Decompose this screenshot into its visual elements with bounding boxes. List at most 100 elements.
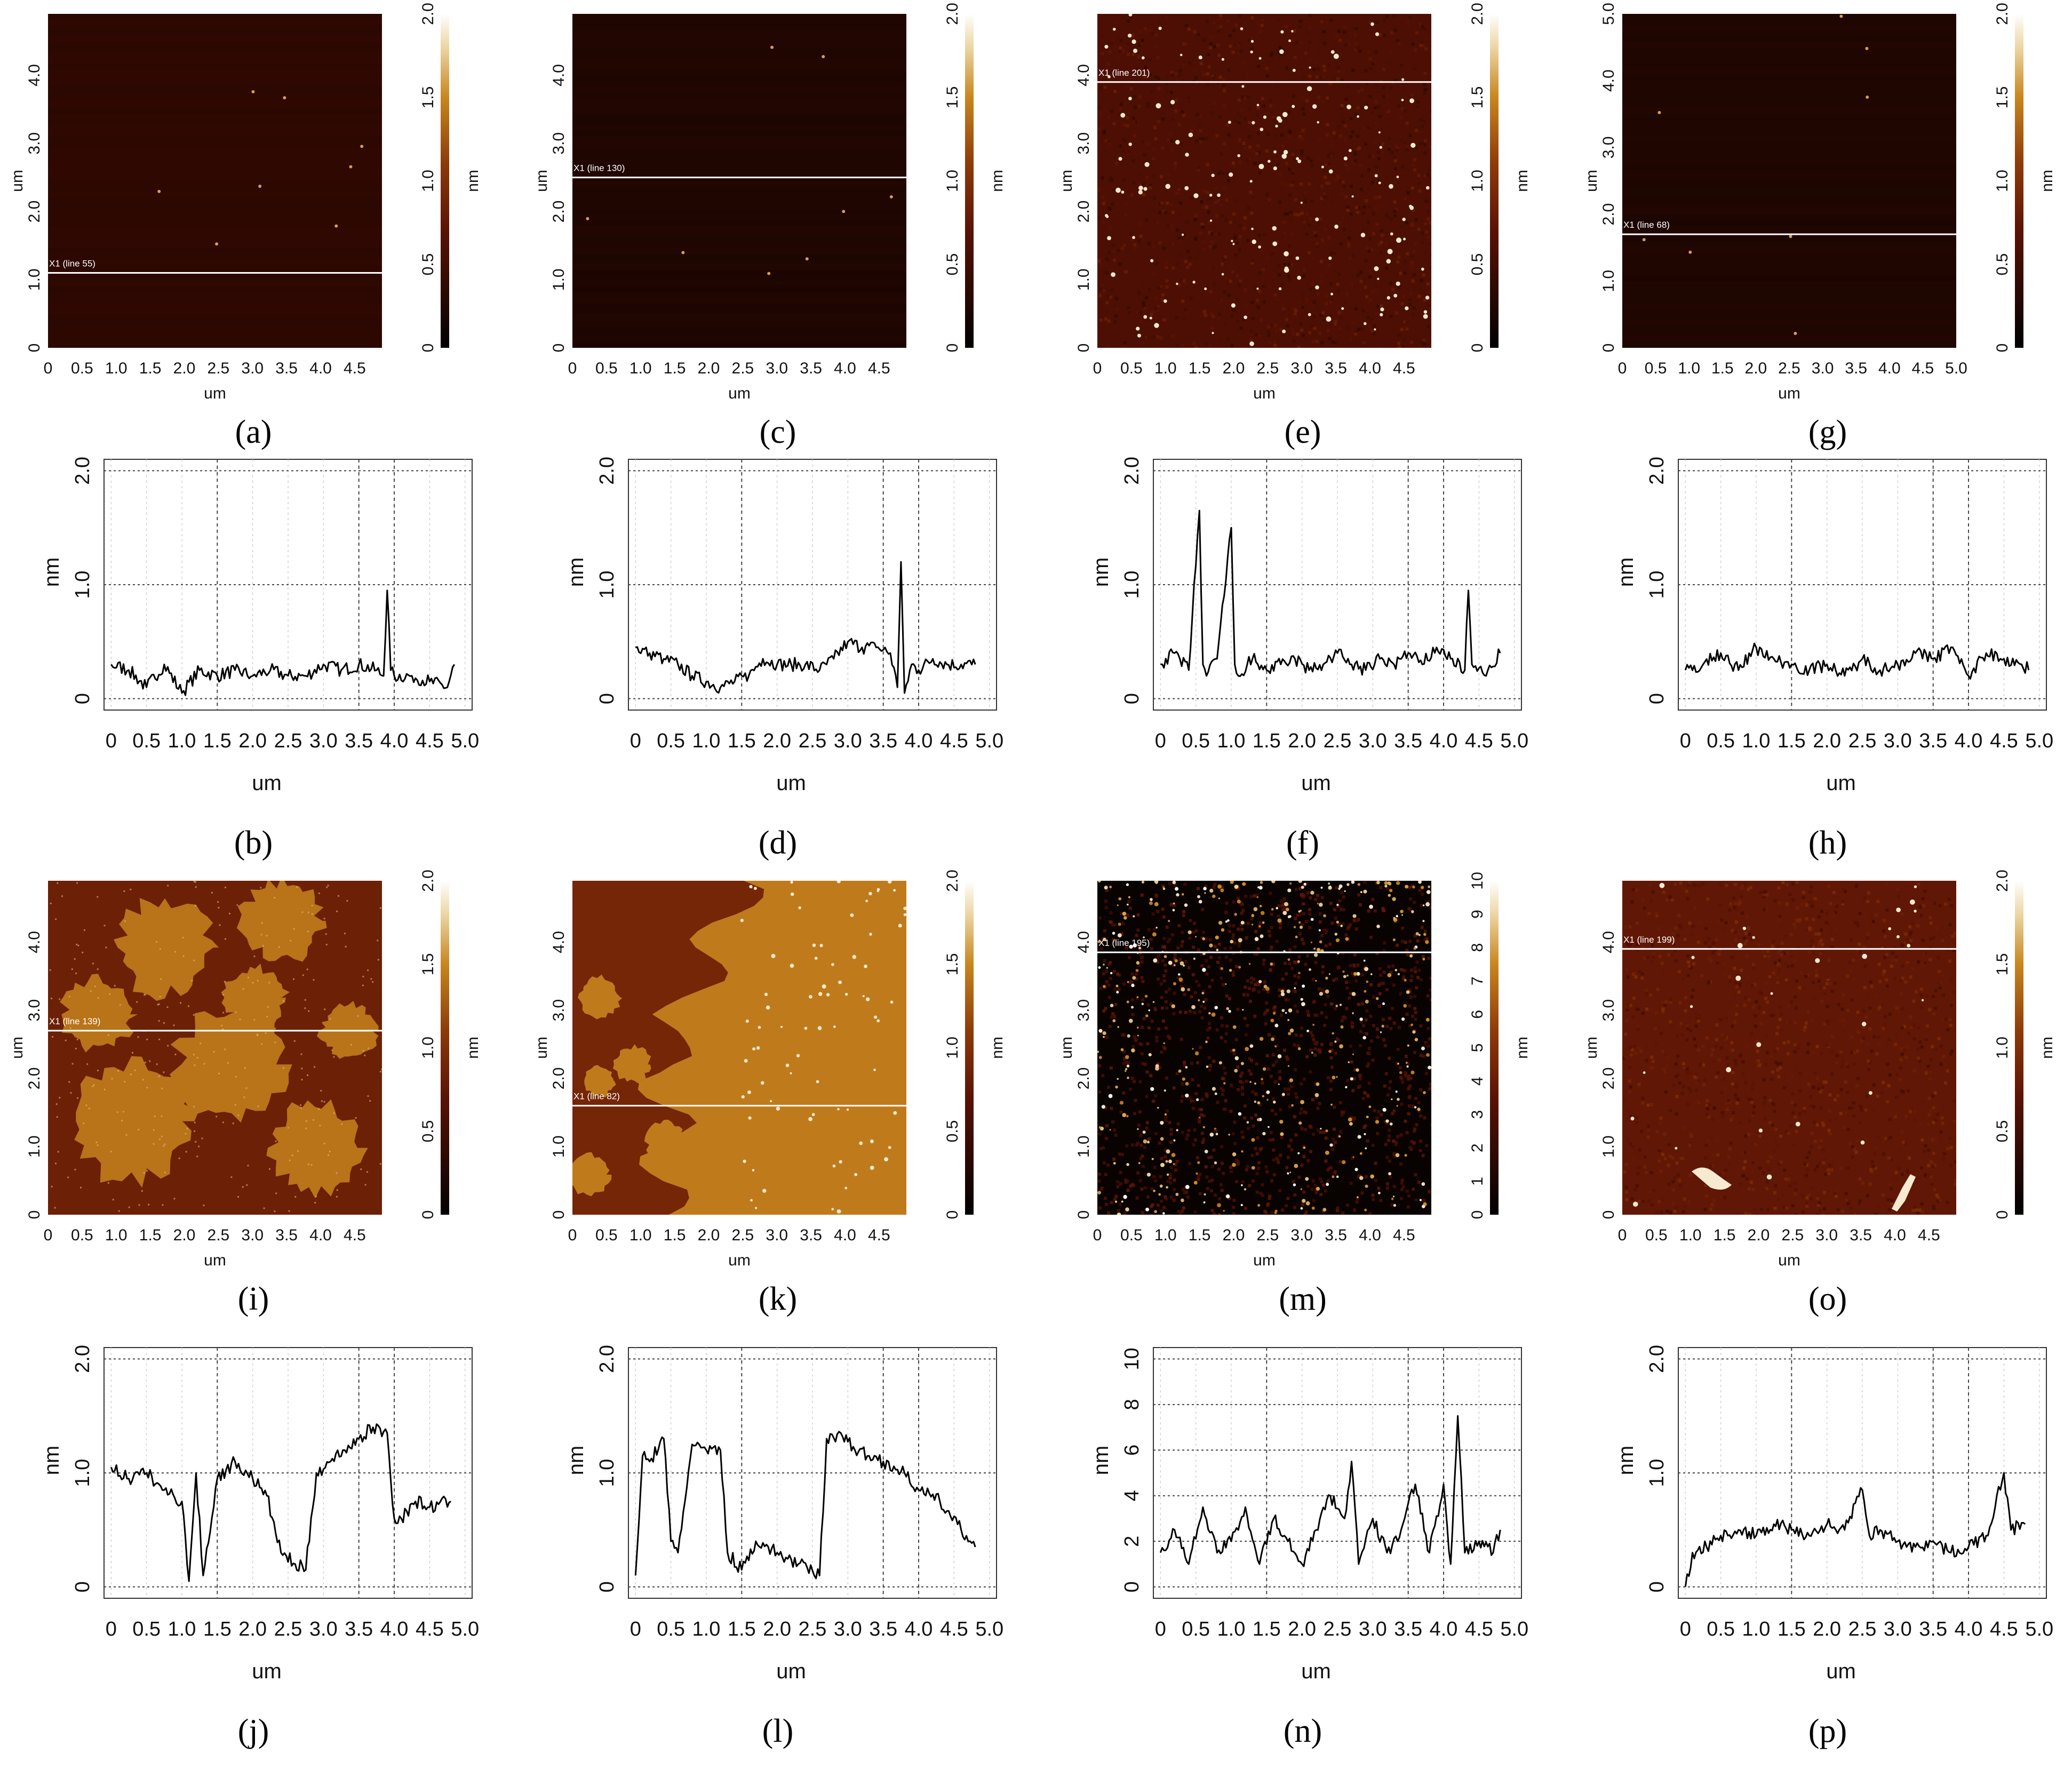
colorbar-tick-label: 0.5 [1994,253,2011,276]
y-tick-label: 0 [71,693,94,704]
y-axis-label: nm [40,1446,63,1476]
x-tick-label: 0.5 [595,1226,618,1244]
afm-texture-k [572,881,906,1215]
x-tick-label: 2.5 [1848,1618,1877,1640]
y-axis-label: um [1058,170,1075,192]
afm-image-panel-a: X1 (line 55) 0 0.5 1.0 1.5 2.0 2.5 3.0 3.5 4.0 4.5… [9,3,482,450]
x-axis-label: um [1253,385,1276,402]
y-tick-label: 1.0 [71,1459,94,1487]
colorbar-m [1490,881,1499,1215]
x-axis-label: um [1301,771,1331,795]
colorbar-tick-label: 1.0 [1994,1037,2011,1059]
y-tick-label: 2.0 [71,1345,94,1373]
x-tick-label: 4.5 [868,360,890,377]
x-tick-label: 4.0 [1359,360,1381,377]
x-tick-label: 2.5 [208,1226,230,1244]
y-axis-label: um [533,170,551,192]
x-tick-label: 2.0 [1223,360,1245,377]
colorbar-tick-label: 1.5 [944,86,961,109]
y-tick-label: 4.0 [1075,931,1093,953]
panel-caption-k: (k) [759,1281,797,1317]
x-tick-label: 4.5 [1990,1618,2018,1640]
x-tick-label: 1.5 [1189,1226,1211,1244]
scan-line-label-k: X1 (line 82) [573,1091,620,1102]
x-tick-label: 3.0 [1884,730,1912,752]
x-tick-label: 0.5 [1182,1618,1210,1640]
x-tick-label: 0.5 [71,360,93,377]
x-tick-label: 1.0 [1678,360,1700,377]
afm-image-panel-o: X1 (line 199) 0 0.5 1.0 1.5 2.0 2.5 3.0 3.5 4.0 4.… [1583,870,2056,1317]
colorbar-tick-label: 2.0 [944,3,961,25]
y-tick-label: 8 [1121,1399,1143,1410]
x-axis-label: um [728,385,751,402]
x-tick-label: 2.0 [698,360,720,377]
x-tick-label: 5.0 [451,1618,479,1640]
x-tick-label: 2.0 [238,1618,267,1640]
x-tick-label: 2.5 [1782,1226,1804,1244]
x-tick-label: 5.0 [1945,360,1967,377]
y-tick-label: 2.0 [550,1067,568,1090]
x-tick-label: 4.0 [380,1618,409,1640]
x-axis-label: um [252,1660,282,1683]
x-tick-label: 3.5 [800,1226,822,1244]
x-tick-label: 3.5 [1845,360,1867,377]
x-tick-label: 2.0 [1288,730,1316,752]
y-tick-label: 2.0 [1646,1345,1668,1373]
x-tick-label: 4.5 [344,360,366,377]
colorbar-tick-label: 7 [1469,976,1486,985]
x-tick-label: 4.0 [1430,1618,1458,1640]
x-tick-label: 1.0 [629,360,652,377]
y-tick-label: 0 [1075,344,1093,353]
x-tick-label: 0 [1680,1618,1691,1640]
y-tick-label: 1.0 [550,268,568,291]
colorbar-tick-label: 0.5 [944,1120,961,1143]
x-tick-label: 0 [106,1618,117,1640]
x-tick-label: 2.5 [208,360,230,377]
colorbar-tick-label: 0.5 [1994,1120,2011,1143]
y-tick-label: 4.0 [1075,64,1093,86]
y-tick-label: 2 [1121,1536,1143,1547]
x-tick-label: 2.0 [1223,1226,1245,1244]
x-tick-label: 4.0 [1955,730,1983,752]
colorbar-tick-label: 1.5 [419,86,437,109]
y-tick-label: 0 [1646,693,1668,704]
x-tick-label: 0 [1093,1226,1102,1244]
y-tick-label: 1.0 [1600,270,1617,292]
x-tick-label: 0.5 [657,730,685,752]
y-tick-label: 1.0 [1121,571,1143,599]
x-tick-label: 4.0 [1955,1618,1983,1640]
x-tick-label: 4.0 [905,730,933,752]
x-tick-label: 1.5 [664,360,686,377]
x-tick-label: 2.5 [799,1618,827,1640]
x-axis-label: um [204,1252,226,1269]
x-axis-label: um [252,771,282,795]
x-axis-label: um [728,1252,751,1269]
y-tick-label: 2.0 [1075,1067,1093,1090]
colorbar-tick-label: 2.0 [1469,3,1486,25]
colorbar-tick-label: 1.0 [419,1037,437,1059]
x-tick-label: 2.5 [799,730,827,752]
x-tick-label: 1.5 [664,1226,686,1244]
y-tick-label: 1.0 [1075,1135,1093,1158]
x-tick-label: 3.0 [241,1226,264,1244]
x-tick-label: 1.5 [1711,360,1734,377]
colorbar-unit-label: nm [1513,170,1531,192]
x-axis-label: um [776,1660,806,1683]
y-tick-label: 3.0 [1600,137,1617,159]
y-tick-label: 0 [550,1210,568,1220]
x-tick-label: 1.0 [1679,1226,1702,1244]
panel-caption-m: (m) [1279,1281,1327,1317]
x-tick-label: 1.0 [105,360,127,377]
colorbar-tick-label: 0 [1469,344,1486,353]
x-tick-label: 4.0 [905,1618,933,1640]
y-axis-label: nm [40,557,63,587]
x-tick-label: 3.0 [766,1226,788,1244]
y-tick-label: 0 [1075,1210,1093,1220]
x-tick-label: 1.0 [1154,1226,1177,1244]
line-profile-panel-p: 0 0.5 1.0 1.5 2.0 2.5 3.0 3.5 4.0 4.5 5.0 um 0 1.0 2.0… [1614,1345,2053,1749]
height-profile-line-b [110,589,456,696]
x-tick-label: 1.5 [203,730,232,752]
y-tick-label: 4.0 [1600,931,1617,953]
y-tick-label: 1.0 [596,1459,618,1487]
afm-texture-c [572,14,906,348]
